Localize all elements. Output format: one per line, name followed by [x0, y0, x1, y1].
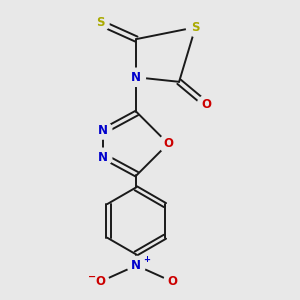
Circle shape	[186, 18, 205, 36]
Circle shape	[94, 148, 112, 166]
Circle shape	[159, 134, 177, 153]
Text: O: O	[163, 137, 173, 150]
Text: +: +	[143, 255, 150, 264]
Text: S: S	[191, 21, 200, 34]
Text: O: O	[95, 275, 105, 288]
Text: O: O	[168, 275, 178, 288]
Circle shape	[197, 95, 215, 114]
Circle shape	[94, 121, 112, 139]
Circle shape	[164, 273, 182, 291]
Text: O: O	[201, 98, 212, 111]
Text: N: N	[131, 259, 141, 272]
Circle shape	[127, 256, 146, 274]
Text: N: N	[98, 151, 108, 164]
Text: N: N	[131, 71, 141, 84]
Text: −: −	[88, 272, 96, 282]
Circle shape	[91, 273, 109, 291]
Circle shape	[91, 14, 109, 32]
Circle shape	[127, 68, 146, 86]
Text: N: N	[98, 124, 108, 136]
Text: S: S	[96, 16, 104, 29]
